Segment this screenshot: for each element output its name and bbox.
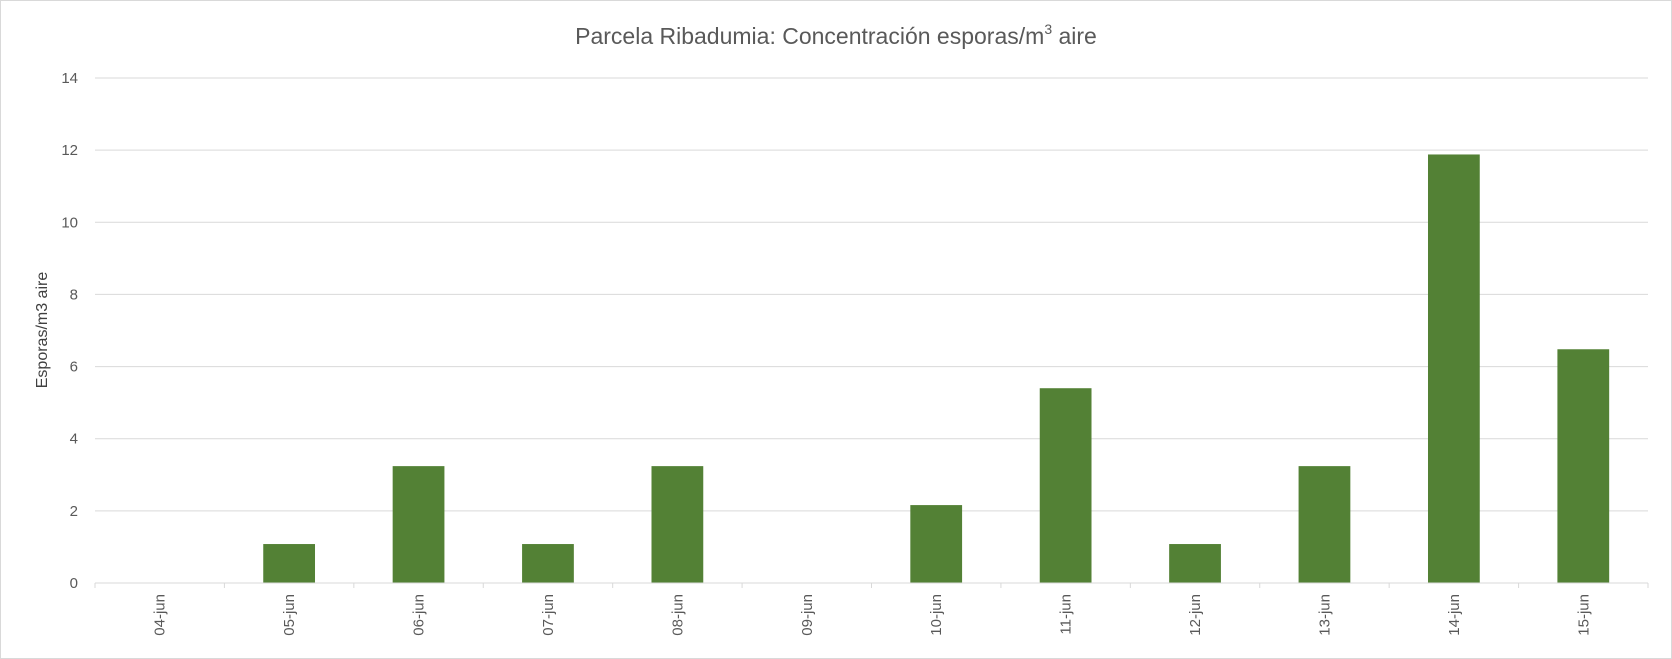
chart-title-main: Parcela Ribadumia: Concentración esporas… [575, 23, 1044, 49]
bar [1557, 349, 1610, 583]
chart-title: Parcela Ribadumia: Concentración esporas… [575, 21, 1097, 49]
y-axis-ticks: 0 2 4 6 8 10 12 14 [61, 70, 78, 592]
x-tick-label: 06-jun [411, 594, 428, 636]
x-tick-label: 12-jun [1187, 594, 1204, 636]
y-tick-label: 6 [70, 359, 78, 376]
y-tick-label: 12 [61, 142, 78, 159]
x-tick-label: 13-jun [1316, 594, 1333, 636]
bar [1427, 154, 1480, 583]
chart-title-end: aire [1052, 23, 1097, 49]
y-tick-label: 4 [70, 431, 78, 448]
x-tick-label: 05-jun [281, 594, 298, 636]
bar [910, 505, 963, 583]
bars [263, 154, 1610, 583]
x-tick-label: 09-jun [799, 594, 816, 636]
x-tick-label: 07-jun [540, 594, 557, 636]
x-axis: 04-jun 05-jun 06-jun 07-jun 08-jun 09-jun 10-j… [94, 582, 1649, 636]
y-tick-label: 10 [61, 214, 78, 231]
y-tick-label: 8 [70, 286, 78, 303]
bar [651, 466, 704, 583]
y-tick-label: 2 [70, 503, 78, 520]
bar [1169, 544, 1221, 583]
bar [1298, 466, 1351, 583]
bar [392, 466, 445, 583]
x-tick-label: 04-jun [152, 594, 169, 636]
bar [1039, 388, 1092, 583]
y-axis-title: Esporas/m3 aire [34, 272, 51, 389]
x-tick-label: 15-jun [1575, 594, 1592, 636]
y-tick-label: 14 [61, 70, 78, 87]
y-tick-label: 0 [70, 575, 78, 592]
chart-title-superscript: 3 [1044, 21, 1052, 37]
x-tick-label: 14-jun [1446, 594, 1463, 636]
bar [263, 544, 316, 583]
bar [522, 544, 574, 583]
gridlines [95, 77, 1648, 512]
x-tick-label: 08-jun [669, 594, 686, 636]
x-tick-label: 11-jun [1058, 594, 1075, 635]
x-tick-label: 10-jun [928, 594, 945, 636]
